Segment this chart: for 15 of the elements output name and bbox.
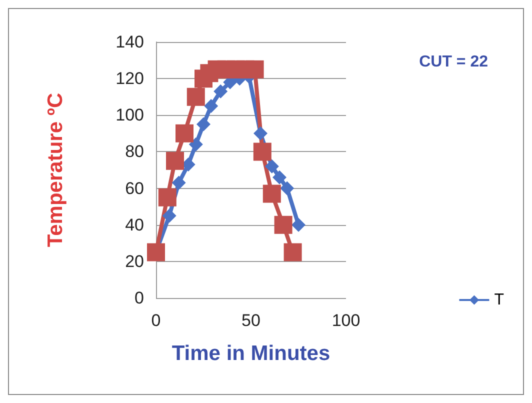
y-tick-label: 0 bbox=[134, 288, 144, 308]
y-tick-label: 120 bbox=[116, 69, 144, 88]
y-tick-label: 140 bbox=[116, 32, 144, 52]
y-tick-label: 100 bbox=[116, 106, 144, 125]
x-axis-title: Time in Minutes bbox=[172, 342, 330, 365]
legend-label: T bbox=[494, 292, 504, 308]
y-tick-label: 40 bbox=[125, 215, 144, 234]
text: CUT = 22 bbox=[419, 54, 488, 70]
y-tick-label: 20 bbox=[125, 252, 144, 271]
y-axis-title: Temperature ºC bbox=[44, 92, 67, 248]
x-tick-label: 0 bbox=[151, 311, 161, 330]
x-tick-label: 50 bbox=[242, 311, 260, 330]
x-tick-label: 100 bbox=[332, 311, 360, 330]
y-tick-label: 80 bbox=[125, 142, 144, 162]
y-tick-label: 60 bbox=[125, 178, 144, 198]
